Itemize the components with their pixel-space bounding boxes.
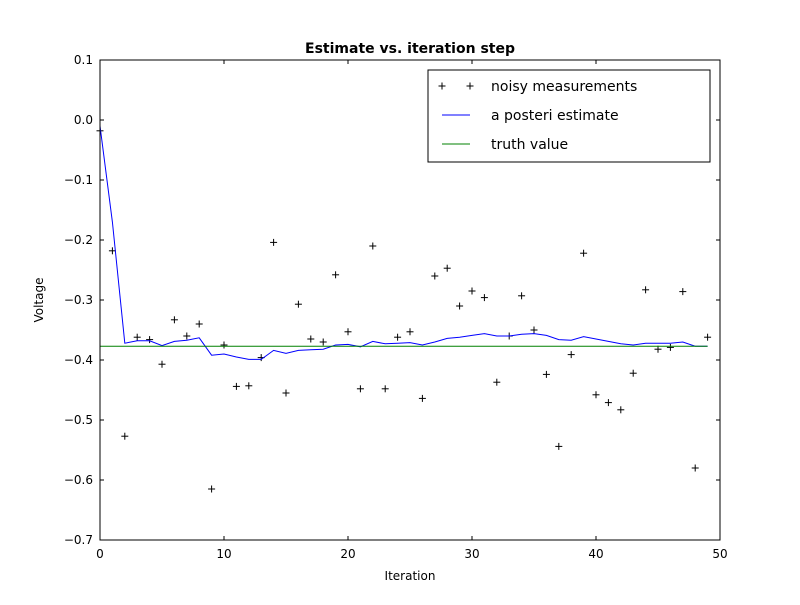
data-point xyxy=(542,370,550,378)
data-point xyxy=(468,287,476,295)
x-axis-label: Iteration xyxy=(385,569,436,583)
data-point xyxy=(381,385,389,393)
data-point xyxy=(530,326,538,334)
data-point xyxy=(629,369,637,377)
data-point xyxy=(394,333,402,341)
data-point xyxy=(195,320,203,328)
data-point xyxy=(270,238,278,246)
data-point xyxy=(344,328,352,336)
data-point xyxy=(356,385,364,393)
y-tick-label: 0.0 xyxy=(74,113,93,127)
data-point xyxy=(617,406,625,414)
data-point xyxy=(282,389,290,397)
y-tick-label: −0.1 xyxy=(64,173,93,187)
data-point xyxy=(456,302,464,310)
data-point xyxy=(170,316,178,324)
data-point xyxy=(691,464,699,472)
x-tick-label: 30 xyxy=(464,547,479,561)
data-point xyxy=(493,378,501,386)
y-tick-label: −0.3 xyxy=(64,293,93,307)
data-point xyxy=(443,264,451,272)
x-tick-label: 40 xyxy=(588,547,603,561)
data-point xyxy=(183,332,191,340)
data-point xyxy=(307,335,315,343)
data-point xyxy=(580,249,588,257)
y-tick-label: 0.1 xyxy=(74,53,93,67)
data-point xyxy=(332,271,340,279)
y-tick-label: −0.5 xyxy=(64,413,93,427)
data-point xyxy=(232,382,240,390)
y-tick-label: −0.6 xyxy=(64,473,93,487)
x-tick-label: 10 xyxy=(216,547,231,561)
data-point xyxy=(604,399,612,407)
chart-title: Estimate vs. iteration step xyxy=(305,41,515,57)
data-point xyxy=(245,382,253,390)
data-point xyxy=(158,360,166,368)
legend-box xyxy=(427,69,711,163)
data-point xyxy=(220,341,228,349)
data-point xyxy=(431,272,439,280)
data-point xyxy=(121,432,129,440)
data-point xyxy=(679,288,687,296)
x-tick-label: 0 xyxy=(96,547,104,561)
data-point xyxy=(418,394,426,402)
data-point xyxy=(654,345,662,353)
data-point xyxy=(108,247,116,255)
data-point xyxy=(704,333,712,341)
data-point xyxy=(133,333,141,341)
data-point xyxy=(319,338,327,346)
data-point xyxy=(592,391,600,399)
data-point xyxy=(666,343,674,351)
x-tick-label: 50 xyxy=(712,547,727,561)
data-point xyxy=(642,286,650,294)
series-line-1 xyxy=(99,125,708,360)
data-point xyxy=(208,485,216,493)
data-point xyxy=(555,442,563,450)
x-tick-label: 20 xyxy=(340,547,355,561)
data-point xyxy=(294,300,302,308)
legend-label: noisy measurements xyxy=(491,79,637,95)
y-axis-label: Voltage xyxy=(32,277,46,322)
legend-label: truth value xyxy=(491,137,568,153)
data-point xyxy=(567,351,575,359)
plot-area xyxy=(96,125,712,493)
legend-label: a posteri estimate xyxy=(491,108,619,124)
legend: noisy measurements a posteri estimate trut… xyxy=(427,69,711,163)
axis-ticks: 0 10 20 30 40 50 0.1 0.0 −0.1 −0.2 −0.3 −0.4 −0.5 −0.… xyxy=(64,53,728,561)
data-point xyxy=(406,328,414,336)
data-point xyxy=(480,294,488,302)
data-point xyxy=(146,336,154,344)
y-tick-label: −0.4 xyxy=(64,353,93,367)
y-tick-label: −0.2 xyxy=(64,233,93,247)
y-tick-label: −0.7 xyxy=(64,533,93,547)
plot-frame xyxy=(99,59,721,541)
data-point xyxy=(518,292,526,300)
data-point xyxy=(369,242,377,250)
